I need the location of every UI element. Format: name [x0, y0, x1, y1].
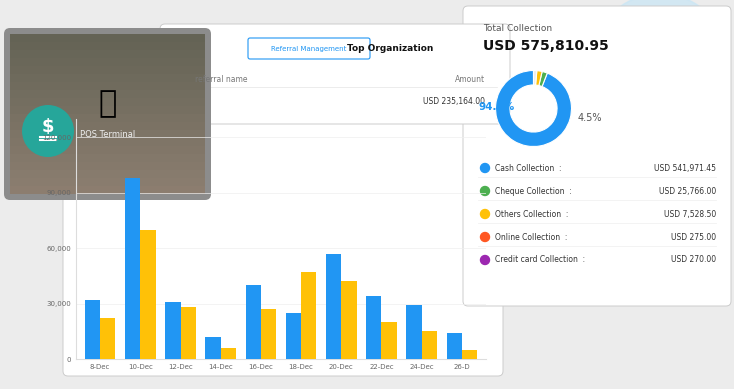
- Bar: [165, 302, 181, 359]
- Bar: [10, 90, 205, 98]
- FancyBboxPatch shape: [248, 38, 370, 59]
- Bar: [10, 130, 205, 138]
- Text: Paid: Paid: [339, 96, 355, 105]
- Bar: [326, 254, 341, 359]
- Bar: [10, 58, 205, 66]
- Bar: [10, 98, 205, 106]
- Bar: [446, 333, 462, 359]
- Wedge shape: [539, 72, 548, 86]
- Text: Referral Management: Referral Management: [272, 46, 346, 51]
- Bar: [10, 74, 205, 82]
- Circle shape: [481, 163, 490, 172]
- Bar: [10, 170, 205, 178]
- Text: USD 270.00: USD 270.00: [671, 256, 716, 265]
- Text: $: $: [42, 118, 54, 136]
- Text: Total Collection: Total Collection: [483, 23, 552, 33]
- Bar: [10, 138, 205, 146]
- Text: USD 747,319.35: USD 747,319.35: [82, 113, 189, 126]
- Bar: [10, 50, 205, 58]
- Bar: [181, 307, 196, 359]
- Text: Top Organization: Top Organization: [346, 44, 433, 53]
- Bar: [140, 230, 156, 359]
- Bar: [407, 305, 422, 359]
- Bar: [100, 318, 115, 359]
- Text: Others Collection  :: Others Collection :: [495, 210, 568, 219]
- FancyBboxPatch shape: [160, 24, 510, 124]
- Bar: [10, 82, 205, 90]
- Bar: [10, 122, 205, 130]
- Bar: [286, 313, 301, 359]
- Bar: [10, 66, 205, 74]
- Bar: [301, 272, 316, 359]
- Wedge shape: [534, 70, 537, 85]
- Text: POS Terminal: POS Terminal: [80, 130, 135, 138]
- Bar: [10, 178, 205, 186]
- Bar: [221, 348, 236, 359]
- Bar: [422, 331, 437, 359]
- Circle shape: [481, 210, 490, 219]
- FancyBboxPatch shape: [463, 6, 731, 306]
- Bar: [10, 146, 205, 154]
- Text: USD 575,810.95: USD 575,810.95: [483, 39, 608, 53]
- Circle shape: [22, 105, 74, 157]
- Bar: [68, 51, 498, 83]
- Bar: [10, 34, 205, 42]
- FancyBboxPatch shape: [63, 46, 503, 376]
- Text: USD 427,828.40: USD 427,828.40: [426, 115, 499, 124]
- Text: Cash Collection  :: Cash Collection :: [495, 163, 562, 172]
- Bar: [341, 282, 357, 359]
- Bar: [261, 309, 276, 359]
- Bar: [366, 296, 382, 359]
- Text: 💳: 💳: [98, 89, 117, 119]
- Text: USD 541,971.45: USD 541,971.45: [654, 163, 716, 172]
- Circle shape: [481, 256, 490, 265]
- Text: Due: Due: [439, 96, 454, 105]
- Bar: [10, 114, 205, 122]
- Bar: [10, 186, 205, 194]
- Bar: [382, 322, 397, 359]
- Bar: [246, 285, 261, 359]
- Text: Finance Dashboard - Graph View: Finance Dashboard - Graph View: [82, 61, 299, 74]
- FancyBboxPatch shape: [4, 28, 211, 200]
- Text: Total Finance: Total Finance: [82, 90, 132, 99]
- Text: Amount: Amount: [455, 75, 485, 84]
- Text: Credit card Collection  :: Credit card Collection :: [495, 256, 585, 265]
- Text: USD 25,766.00: USD 25,766.00: [658, 186, 716, 196]
- Text: USD 275.00: USD 275.00: [671, 233, 716, 242]
- Text: Online Collection  :: Online Collection :: [495, 233, 567, 242]
- Bar: [10, 106, 205, 114]
- Circle shape: [481, 186, 490, 196]
- Bar: [426, 98, 436, 105]
- Text: 4.5%: 4.5%: [577, 113, 602, 123]
- Bar: [10, 162, 205, 170]
- Bar: [462, 350, 477, 359]
- Text: USD 319,490.95: USD 319,490.95: [326, 115, 399, 124]
- Bar: [10, 154, 205, 162]
- Circle shape: [481, 233, 490, 242]
- Bar: [10, 42, 205, 50]
- Ellipse shape: [600, 0, 720, 94]
- Bar: [125, 178, 140, 359]
- Wedge shape: [536, 71, 542, 86]
- Bar: [85, 300, 100, 359]
- Bar: [326, 98, 336, 105]
- Text: USD 7,528.50: USD 7,528.50: [664, 210, 716, 219]
- Text: 94.1%: 94.1%: [479, 102, 515, 112]
- Wedge shape: [495, 70, 572, 147]
- Text: referral name: referral name: [195, 75, 247, 84]
- Text: USD 235,164.00: USD 235,164.00: [423, 96, 485, 105]
- Bar: [206, 337, 221, 359]
- Text: Cheque Collection  :: Cheque Collection :: [495, 186, 572, 196]
